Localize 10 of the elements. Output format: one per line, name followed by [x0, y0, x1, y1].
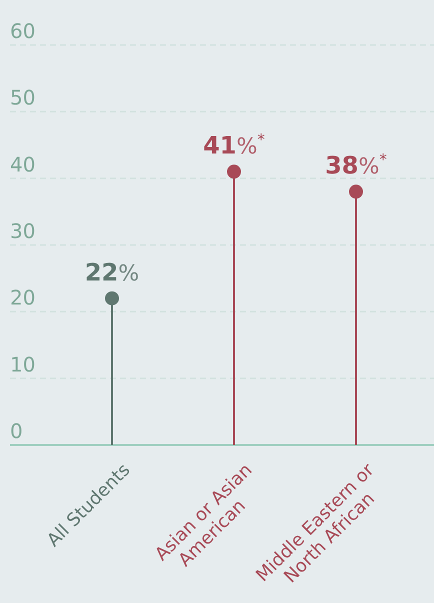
y-tick-label: 10	[10, 352, 36, 376]
y-tick-label: 40	[10, 152, 36, 176]
data-label: 22%	[84, 258, 140, 286]
y-tick-label: 0	[10, 419, 23, 443]
y-tick-label: 30	[10, 219, 36, 243]
data-label: 38%$^{*}$	[325, 150, 388, 180]
y-tick-label: 50	[10, 86, 36, 110]
y-tick-label: 60	[10, 19, 36, 43]
data-label: 41%$^{*}$	[203, 130, 266, 160]
y-tick-label: 20	[10, 286, 36, 310]
